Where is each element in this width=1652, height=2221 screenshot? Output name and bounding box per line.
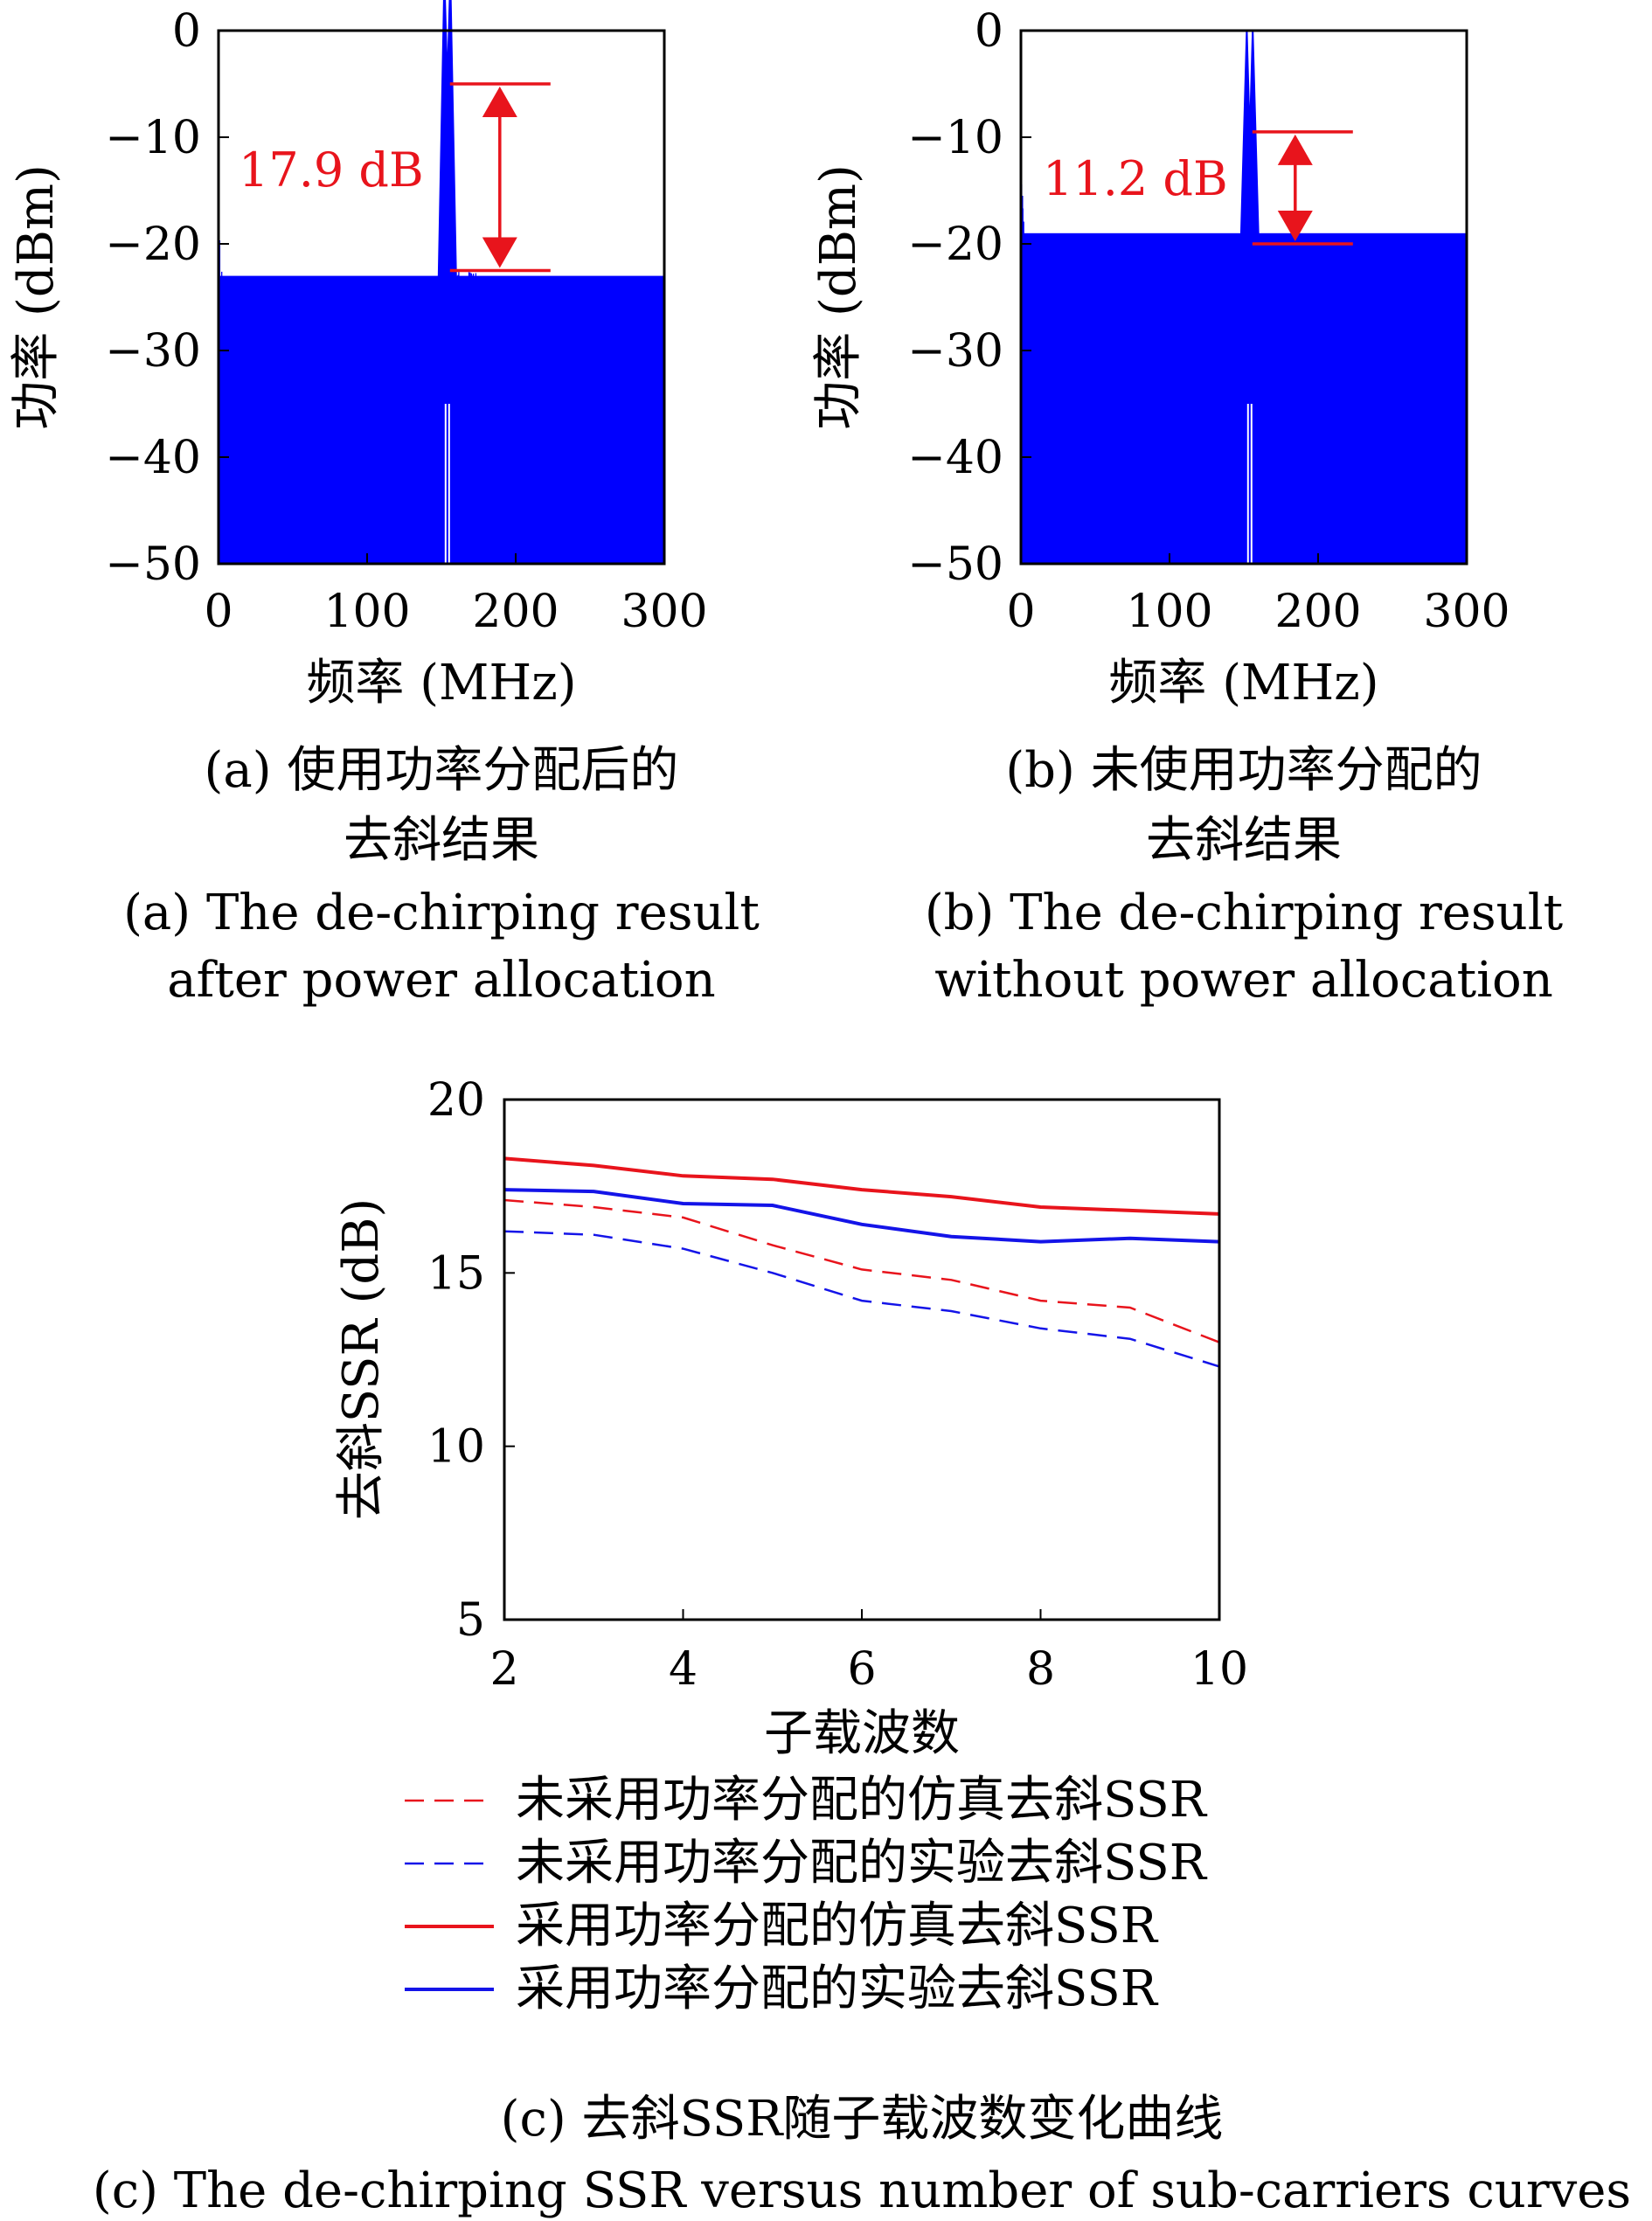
- panel-b-plot-frame: [1019, 29, 1468, 566]
- panel-a-x-axis-label: 频率 (MHz): [306, 655, 576, 711]
- panel-a-y-tick-label: −50: [105, 538, 201, 591]
- panel-a-annotation-arrowhead-up: [482, 87, 517, 117]
- panel-b-annotation-arrowhead-down: [1277, 211, 1313, 241]
- panel-c-y-tick-label: 20: [427, 1074, 485, 1127]
- panel-c-x-tick-label: 8: [1026, 1643, 1055, 1696]
- panel-c-y-tick-label: 15: [427, 1247, 485, 1300]
- panel-a-x-tick-label: 0: [204, 586, 233, 638]
- panel-b-annotation-label: 11.2 dB: [1043, 151, 1228, 206]
- panel-c-y-tick-label: 10: [427, 1421, 485, 1474]
- panel-c-plot-frame: [503, 1098, 1221, 1621]
- panel-c-x-tick-label: 10: [1190, 1643, 1248, 1696]
- panel-b-x-tick-label: 300: [1423, 586, 1510, 638]
- panel-b-caption-cn-line1: (b) 未使用功率分配的: [1005, 742, 1482, 799]
- panel-b-spectrum-without-allocation: 11.2 dB 0 100 200 300 0 −10 −20 −30 −40 −50 频率 (M…: [810, 5, 1564, 1009]
- panel-b-ticks: 0 100 200 300 0 −10 −20 −30 −40 −50: [907, 5, 1510, 638]
- panel-b-plot-area: [1020, 30, 1468, 565]
- panel-b-caption-cn-line2: 去斜结果: [1146, 812, 1342, 869]
- panel-b-annotation: [1252, 130, 1353, 246]
- panel-b-peak: [1239, 30, 1260, 565]
- panel-c-series-lines: [503, 1156, 1220, 1368]
- panel-a-caption-en-line1: (a) The de-chirping result: [123, 885, 760, 941]
- panel-b-y-tick-label: 0: [975, 5, 1003, 58]
- panel-a-x-tick-label: 200: [472, 586, 559, 638]
- panel-a-plot-area: [218, 0, 665, 565]
- panel-c-x-axis-label: 子载波数: [764, 1705, 960, 1762]
- panel-b-caption-en-line1: (b) The de-chirping result: [925, 885, 1564, 941]
- panel-b-x-axis-label: 频率 (MHz): [1108, 655, 1378, 711]
- panel-c-legend-label-2: 未采用功率分配的实验去斜SSR: [516, 1835, 1208, 1891]
- panel-a-x-tick-label: 300: [621, 586, 707, 638]
- panel-a-x-tick-label: 100: [323, 586, 410, 638]
- panel-c-series-line-1: [503, 1198, 1220, 1343]
- panel-b-y-tick-label: −50: [907, 538, 1003, 591]
- panel-a-y-tick-label: −40: [105, 432, 201, 484]
- panel-a-y-tick-label: 0: [172, 5, 201, 58]
- panel-c-legend: 未采用功率分配的仿真去斜SSR 未采用功率分配的实验去斜SSR 采用功率分配的仿真去…: [405, 1772, 1208, 2017]
- panel-b-y-tick-label: −10: [907, 112, 1003, 164]
- panel-c-series-line-3: [503, 1156, 1220, 1216]
- panel-b-y-tick-label: −30: [907, 325, 1003, 378]
- panel-c-caption-en: (c) The de-chirping SSR versus number of…: [93, 2162, 1631, 2219]
- panel-c-y-axis-label: 去斜SSR (dB): [333, 1198, 390, 1520]
- panel-a-y-tick-label: −30: [105, 325, 201, 378]
- panel-a-ticks: 0 100 200 300 0 −10 −20 −30 −40 −50: [105, 5, 707, 638]
- panel-c-x-tick-label: 6: [847, 1643, 876, 1696]
- panel-a-spectrum-after-allocation: 17.9 dB 0 100 200 300 0 −10 −20 −30 −40 −50 频率 (M…: [8, 0, 760, 1009]
- panel-a-annotation: [449, 82, 551, 273]
- panel-c-legend-label-1: 未采用功率分配的仿真去斜SSR: [516, 1772, 1208, 1829]
- panel-a-annotation-arrowhead-down: [482, 237, 517, 268]
- panel-c-ticks: 2 4 6 8 10 5 10 15 20: [427, 1074, 1248, 1696]
- panel-a-y-tick-label: −10: [105, 112, 201, 164]
- panel-b-y-axis-label: 功率 (dBm): [810, 164, 867, 430]
- panel-b-x-tick-label: 0: [1006, 586, 1035, 638]
- panel-b-caption-en-line2: without power allocation: [934, 952, 1553, 1009]
- panel-a-plot-frame: [217, 29, 666, 566]
- panel-a-annotation-label: 17.9 dB: [239, 142, 424, 198]
- panel-a-y-axis-label: 功率 (dBm): [8, 164, 65, 430]
- panel-c-series-line-4: [503, 1188, 1220, 1244]
- panel-a-caption-en-line2: after power allocation: [167, 952, 715, 1009]
- panel-c-caption-cn: (c) 去斜SSR随子载波数变化曲线: [501, 2091, 1224, 2148]
- panel-c-series-line-2: [503, 1230, 1220, 1368]
- panel-c-ssr-vs-subcarriers: 2 4 6 8 10 5 10 15 20 子载波数 去斜SSR (dB) 未采用功率分配的仿真…: [93, 1074, 1631, 2219]
- panel-a-caption-cn-line1: (a) 使用功率分配后的: [205, 742, 679, 799]
- panel-a-y-tick-label: −20: [105, 219, 201, 271]
- panel-c-legend-label-4: 采用功率分配的实验去斜SSR: [516, 1961, 1159, 2017]
- panel-a-caption-cn-line2: 去斜结果: [344, 812, 539, 869]
- panel-c-legend-label-3: 采用功率分配的仿真去斜SSR: [516, 1898, 1159, 1954]
- panel-b-x-tick-label: 100: [1126, 586, 1212, 638]
- panel-c-y-tick-label: 5: [456, 1594, 485, 1647]
- panel-b-y-tick-label: −40: [907, 432, 1003, 484]
- panel-b-y-tick-label: −20: [907, 219, 1003, 271]
- panel-c-x-tick-label: 2: [489, 1643, 518, 1696]
- panel-b-x-tick-label: 200: [1274, 586, 1361, 638]
- panel-b-annotation-arrowhead-up: [1277, 134, 1313, 165]
- panel-c-x-tick-label: 4: [669, 1643, 698, 1696]
